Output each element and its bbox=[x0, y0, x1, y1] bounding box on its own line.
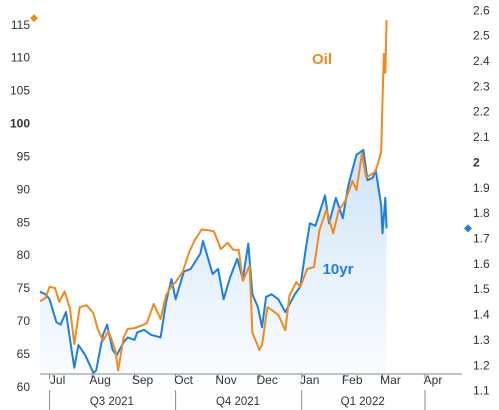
month-label: Apr bbox=[424, 373, 443, 387]
left-axis-tick-label: 115 bbox=[11, 18, 30, 32]
right-axis-tick-label: 1.9 bbox=[473, 181, 490, 195]
month-label: Mar bbox=[380, 373, 401, 387]
right-axis-tick-label: 2.3 bbox=[473, 79, 490, 93]
right-axis-tick-label: 1.7 bbox=[473, 232, 490, 246]
axes-layer bbox=[30, 14, 472, 410]
left-axis-tick-label: 85 bbox=[17, 215, 31, 229]
quarter-label: Q1 2022 bbox=[341, 396, 385, 408]
month-label: Feb bbox=[342, 373, 363, 387]
month-label: Dec bbox=[257, 373, 278, 387]
left-axis-tick-label: 95 bbox=[17, 149, 31, 163]
oil-current-marker bbox=[30, 14, 38, 23]
month-label: Jul bbox=[50, 373, 65, 387]
left-axis-tick-label: 75 bbox=[17, 281, 31, 295]
left-axis-tick-label: 60 bbox=[17, 380, 31, 394]
right-axis-tick-label: 2 bbox=[473, 155, 480, 169]
month-label: Nov bbox=[215, 373, 236, 387]
right-axis-tick-label: 1.6 bbox=[473, 257, 490, 271]
right-axis-tick-label: 1.1 bbox=[473, 384, 490, 398]
tenyr-area bbox=[40, 149, 387, 400]
right-axis-tick-label: 2.6 bbox=[473, 3, 490, 17]
series-lines-layer bbox=[39, 20, 388, 374]
labels-layer: 60 65 70 75 80 85 90 95 100 105 110 115 1.1 1.2 1.3 1.4… bbox=[10, 3, 490, 408]
right-axis-tick-label: 2.5 bbox=[473, 29, 490, 43]
quarter-label: Q3 2021 bbox=[90, 396, 134, 408]
quarter-label: Q4 2021 bbox=[216, 396, 260, 408]
right-axis-tick-label: 1.4 bbox=[473, 308, 490, 322]
left-axis-tick-label: 80 bbox=[17, 248, 31, 262]
tenyr-area-layer bbox=[40, 149, 387, 400]
tenyr-current-marker bbox=[464, 224, 472, 233]
right-axis-tick-label: 1.2 bbox=[473, 358, 490, 372]
month-label: Sep bbox=[132, 373, 154, 387]
month-label: Oct bbox=[174, 373, 193, 387]
right-axis-tick-label: 1.8 bbox=[473, 206, 490, 220]
month-label: Jan bbox=[300, 373, 319, 387]
right-axis-tick-label: 1.3 bbox=[473, 333, 490, 347]
right-axis-tick-label: 2.4 bbox=[473, 54, 490, 68]
left-axis-tick-label: 90 bbox=[17, 182, 31, 196]
right-axis-tick-label: 2.1 bbox=[473, 130, 490, 144]
right-axis-tick-label: 2.2 bbox=[473, 105, 490, 119]
left-axis-tick-label: 100 bbox=[10, 117, 30, 131]
left-axis-tick-label: 110 bbox=[11, 51, 30, 65]
left-axis-tick-label: 105 bbox=[10, 84, 30, 98]
left-axis-tick-label: 70 bbox=[17, 314, 31, 328]
tenyr-series-label: 10yr bbox=[323, 261, 354, 278]
month-label: Aug bbox=[89, 373, 110, 387]
tenyr-line bbox=[39, 148, 388, 374]
left-axis-tick-label: 65 bbox=[17, 347, 31, 361]
right-axis-tick-label: 1.5 bbox=[473, 282, 490, 296]
oil-line bbox=[39, 20, 388, 372]
oil-series-label: Oil bbox=[312, 51, 332, 68]
